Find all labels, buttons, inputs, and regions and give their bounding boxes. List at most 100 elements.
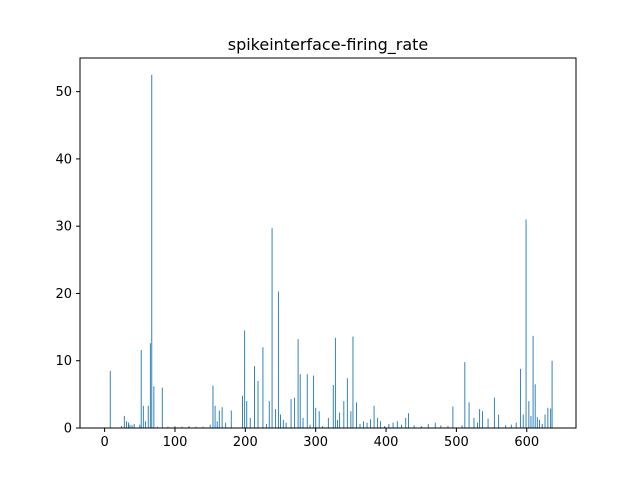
bar: [246, 401, 248, 428]
bar: [277, 291, 279, 428]
bar: [525, 219, 527, 428]
bar: [498, 414, 500, 428]
x-tick-label: 300: [303, 435, 328, 450]
x-tick-label: 200: [233, 435, 258, 450]
bar: [396, 421, 398, 428]
bar: [447, 425, 449, 428]
bar: [373, 405, 375, 428]
bar: [123, 415, 125, 428]
bar: [334, 337, 336, 428]
bar: [479, 409, 481, 428]
bar: [337, 419, 338, 428]
bar: [212, 385, 214, 428]
y-tick-label: 30: [55, 220, 72, 235]
bar: [515, 422, 517, 428]
bar: [209, 424, 211, 428]
bar: [327, 417, 329, 428]
bar: [544, 414, 546, 428]
bar: [420, 425, 422, 428]
bar: [461, 425, 463, 428]
bar: [214, 405, 216, 428]
bar: [519, 368, 521, 428]
bar: [140, 349, 142, 428]
bar: [202, 426, 204, 428]
chart-title: spikeinterface-firing_rate: [228, 35, 429, 55]
bar: [299, 374, 301, 428]
bar: [131, 425, 133, 428]
y-tick-label: 20: [55, 287, 72, 302]
bar: [265, 423, 267, 428]
bar: [153, 386, 155, 428]
x-tick-label: 0: [100, 435, 108, 450]
bar: [294, 397, 296, 428]
bar: [302, 417, 304, 428]
bar: [121, 425, 122, 428]
bar: [249, 417, 251, 428]
y-axis-ticks: 0 10 20 30 40 50: [55, 85, 80, 437]
x-axis-ticks: 0 100 200 300 400 500 600: [100, 428, 539, 450]
bar: [275, 409, 277, 428]
bar: [493, 397, 495, 428]
y-tick-label: 0: [64, 422, 72, 437]
bar: [528, 401, 530, 428]
bar: [384, 425, 386, 428]
plot-frame: [79, 57, 577, 429]
bar: [262, 347, 264, 428]
bar: [151, 74, 153, 428]
bar: [339, 412, 341, 428]
bar: [505, 425, 507, 428]
bar: [133, 423, 135, 428]
bar: [218, 410, 220, 428]
bar: [125, 421, 127, 428]
bar: [156, 426, 158, 428]
bar: [377, 417, 379, 428]
bar: [230, 410, 232, 428]
bar: [254, 366, 255, 428]
bars-group: [109, 74, 553, 428]
bar: [487, 418, 489, 428]
bar: [401, 424, 402, 428]
bar: [550, 408, 552, 428]
bar: [547, 407, 549, 428]
bar: [244, 330, 246, 428]
bar: [530, 415, 532, 428]
bar: [181, 426, 183, 428]
bar: [541, 423, 543, 428]
y-tick-label: 50: [55, 85, 72, 100]
bar: [363, 421, 364, 428]
bar: [522, 414, 524, 428]
bar: [161, 387, 163, 428]
bar: [405, 417, 407, 428]
bar: [473, 417, 475, 428]
bar: [309, 424, 311, 428]
y-tick-label: 10: [55, 354, 72, 369]
bar: [427, 423, 429, 428]
bar: [225, 422, 227, 428]
bar: [322, 425, 324, 428]
bar: [271, 228, 273, 428]
bar: [468, 402, 470, 428]
bar: [313, 375, 315, 428]
bar: [221, 407, 223, 428]
bar: [352, 336, 354, 428]
bar: [332, 384, 334, 428]
bar: [129, 424, 131, 428]
bar: [142, 405, 144, 428]
bar: [388, 423, 390, 428]
bar: [538, 419, 540, 428]
x-tick-label: 600: [514, 435, 539, 450]
bar: [379, 421, 381, 428]
bar: [242, 395, 243, 428]
bar: [366, 422, 368, 428]
bar: [477, 422, 478, 428]
bar: [297, 339, 299, 428]
bar: [551, 360, 553, 428]
bar: [109, 370, 111, 428]
bar: [188, 425, 190, 428]
bar: [216, 421, 218, 428]
bar: [306, 374, 308, 428]
bar: [285, 422, 287, 428]
bar: [481, 411, 483, 428]
bar: [174, 425, 176, 428]
bar: [144, 421, 146, 428]
